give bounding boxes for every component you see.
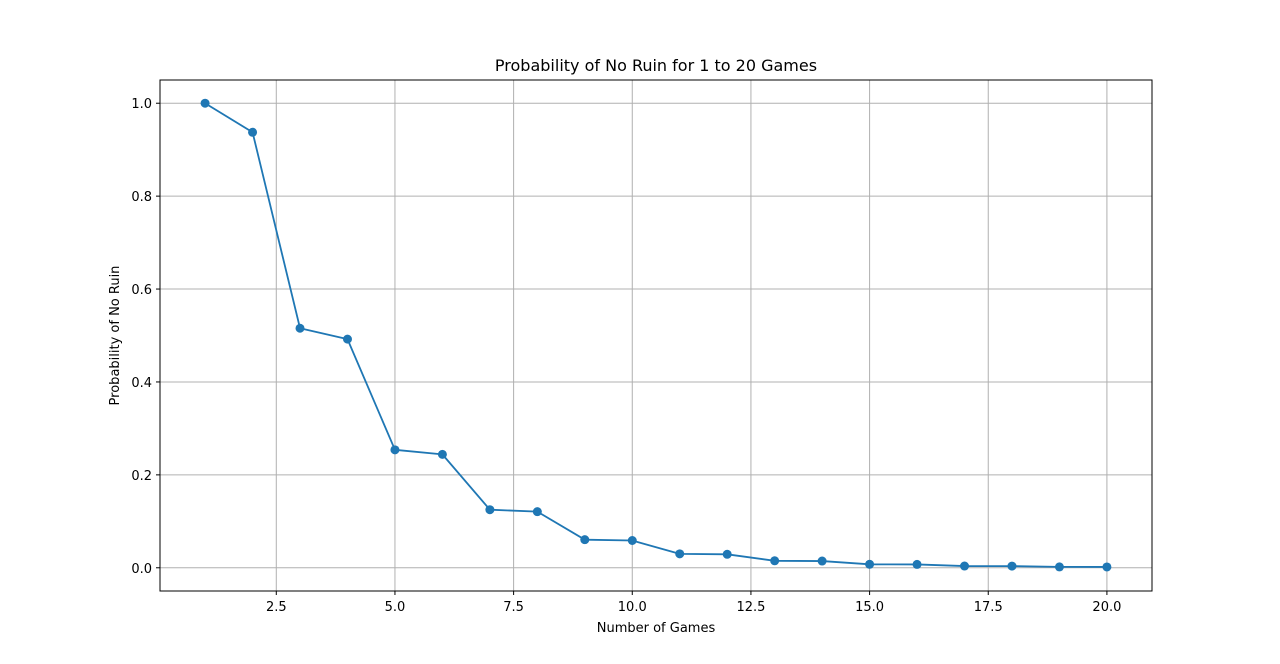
data-point	[390, 445, 400, 455]
y-tick-label: 0.4	[131, 376, 152, 391]
data-point	[1007, 561, 1017, 571]
x-axis-label: Number of Games	[597, 621, 716, 636]
data-point	[580, 535, 590, 545]
y-tick-label: 0.6	[131, 283, 152, 298]
data-point	[1054, 562, 1064, 572]
chart-title: Probability of No Ruin for 1 to 20 Games	[495, 56, 817, 75]
x-tick-label: 17.5	[974, 600, 1003, 615]
data-point	[817, 556, 827, 566]
series-layer	[200, 98, 1112, 572]
data-point	[437, 449, 447, 459]
data-point	[342, 334, 352, 344]
x-tick-label: 12.5	[736, 600, 765, 615]
y-tick-label: 0.2	[131, 469, 152, 484]
data-point	[912, 559, 922, 569]
data-point	[200, 98, 210, 108]
x-tick-label: 5.0	[385, 600, 406, 615]
data-point	[770, 556, 780, 566]
data-point	[675, 549, 685, 559]
y-tick-label: 0.0	[131, 562, 152, 577]
y-axis-label: Probability of No Ruin	[108, 266, 123, 406]
x-tick-label: 7.5	[503, 600, 524, 615]
data-point	[1102, 562, 1112, 572]
y-tick-label: 0.8	[131, 190, 152, 205]
plot-frame	[159, 79, 1153, 592]
data-point	[532, 507, 542, 517]
grid-lines	[160, 80, 1152, 591]
x-tick-label: 10.0	[618, 600, 647, 615]
data-point	[960, 561, 970, 571]
x-tick-label: 15.0	[855, 600, 884, 615]
series-line	[204, 102, 1107, 568]
data-point	[295, 323, 305, 333]
data-point	[248, 127, 258, 137]
x-tick-label: 2.5	[266, 600, 287, 615]
data-point	[865, 559, 875, 569]
data-point	[485, 505, 495, 515]
y-tick-label: 1.0	[131, 97, 152, 112]
x-tick-label: 20.0	[1092, 600, 1121, 615]
data-point	[722, 549, 732, 559]
axis-ticks: 2.5 5.0 7.5 10.0 12.5 15.0 17.5 20.0 0.0 0.2 0.4 0.…	[131, 97, 1121, 615]
data-point	[627, 536, 637, 545]
